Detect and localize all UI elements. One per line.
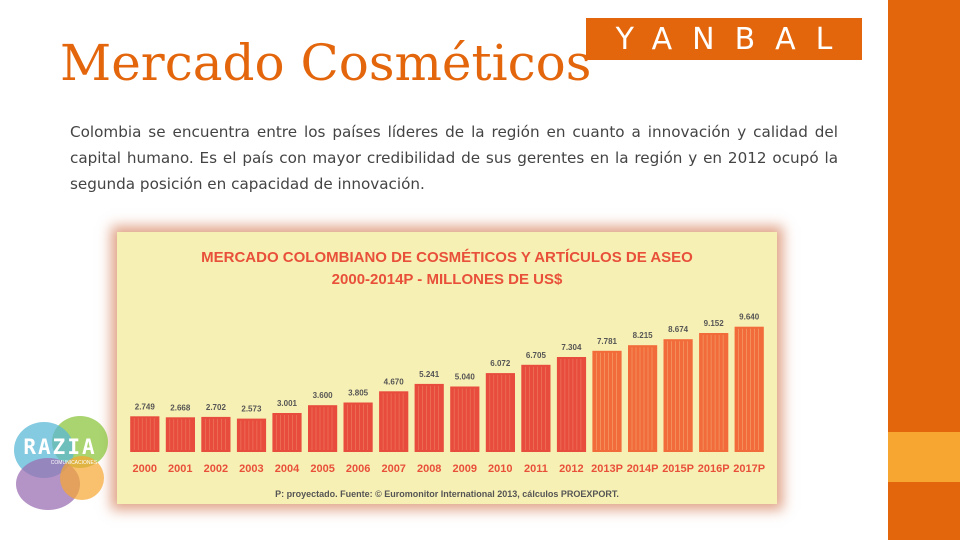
data-label-2005: 3.600 — [313, 391, 334, 400]
data-label-2013P: 7.781 — [597, 337, 618, 346]
tick-label-2016P: 2016P — [698, 463, 730, 475]
tick-label-2012: 2012 — [559, 463, 583, 475]
data-label-2014P: 8.215 — [633, 331, 654, 340]
slide-title: Mercado Cosméticos — [60, 34, 592, 92]
bar-2011 — [521, 364, 551, 452]
data-label-2016P: 9.152 — [704, 319, 725, 328]
bar-2004 — [272, 413, 302, 452]
data-label-2007: 4.670 — [384, 377, 405, 386]
data-label-2015P: 8.674 — [668, 325, 689, 334]
chart-subtitle: 2000-2014P - MILLONES DE US$ — [332, 271, 563, 288]
razia-logo-text: RAZIA — [23, 435, 96, 459]
bar-2017P — [734, 326, 764, 452]
tick-label-2003: 2003 — [239, 463, 263, 475]
data-label-2002: 2.702 — [206, 403, 227, 412]
bar-2010 — [485, 373, 515, 452]
yanbal-logo-text: YANBAL — [615, 21, 853, 57]
tick-label-2004: 2004 — [275, 463, 300, 475]
bar-2012 — [556, 357, 587, 452]
data-label-2000: 2.749 — [135, 402, 156, 411]
data-label-2004: 3.001 — [277, 399, 298, 408]
data-label-2010: 6.072 — [490, 359, 511, 368]
bar-2005 — [308, 405, 338, 452]
data-label-2001: 2.668 — [170, 403, 191, 412]
bar-2016P — [699, 333, 729, 452]
tick-label-2005: 2005 — [310, 463, 334, 475]
data-label-2006: 3.805 — [348, 389, 369, 398]
data-label-2008: 5.241 — [419, 370, 440, 379]
chart-title: MERCADO COLOMBIANO DE COSMÉTICOS Y ARTÍC… — [201, 249, 693, 266]
bar-2006 — [343, 402, 373, 452]
tick-label-2008: 2008 — [417, 463, 441, 475]
data-label-2011: 6.705 — [526, 351, 547, 360]
tick-label-2000: 2000 — [133, 463, 157, 475]
data-label-2012: 7.304 — [561, 343, 582, 352]
bar-2000 — [130, 416, 160, 452]
razia-logo: RAZIA COMUNICACIONES — [14, 416, 108, 510]
chart-footnote: P: proyectado. Fuente: © Euromonitor Int… — [275, 489, 619, 499]
tick-label-2010: 2010 — [488, 463, 512, 475]
market-bar-chart: MERCADO COLOMBIANO DE COSMÉTICOS Y ARTÍC… — [130, 249, 765, 499]
tick-label-2001: 2001 — [168, 463, 192, 475]
bar-2001 — [165, 417, 195, 452]
tick-label-2006: 2006 — [346, 463, 370, 475]
tick-label-2013P: 2013P — [591, 463, 623, 475]
slide-body-text: Colombia se encuentra entre los países l… — [70, 123, 838, 193]
data-label-2017P: 9.640 — [739, 313, 760, 322]
tick-label-2007: 2007 — [381, 463, 405, 475]
tick-label-2017P: 2017P — [733, 463, 765, 475]
bar-2015P — [663, 339, 693, 452]
tick-label-2002: 2002 — [204, 463, 228, 475]
bar-2009 — [450, 386, 480, 452]
bar-2008 — [414, 383, 444, 452]
tick-label-2014P: 2014P — [627, 463, 659, 475]
tick-label-2015P: 2015P — [662, 463, 694, 475]
data-label-2003: 2.573 — [241, 405, 262, 414]
bar-2014P — [628, 345, 658, 452]
yanbal-logo: YANBAL — [586, 18, 862, 60]
bar-2007 — [379, 391, 409, 452]
bar-2013P — [592, 350, 622, 452]
tick-label-2009: 2009 — [453, 463, 477, 475]
tick-label-2011: 2011 — [524, 463, 548, 475]
razia-logo-subtext: COMUNICACIONES — [51, 460, 98, 466]
bar-2003 — [236, 418, 267, 452]
bar-2002 — [201, 416, 231, 452]
data-label-2009: 5.040 — [455, 373, 476, 382]
side-accent-block — [888, 432, 960, 482]
razia-shape-orange — [60, 456, 104, 500]
chart-frame: MERCADO COLOMBIANO DE COSMÉTICOS Y ARTÍC… — [117, 232, 777, 504]
